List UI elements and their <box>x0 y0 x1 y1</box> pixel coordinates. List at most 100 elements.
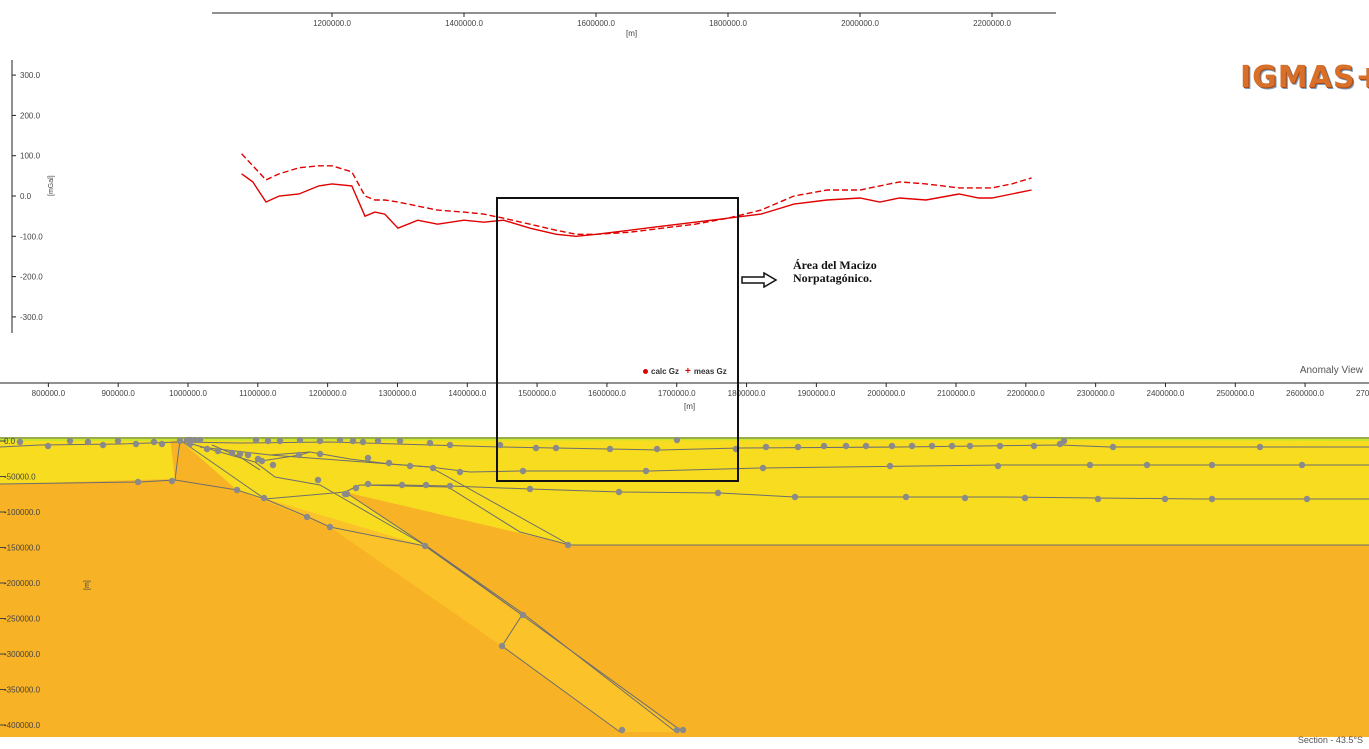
anomaly-y-tick-label: 200.0 <box>20 111 41 120</box>
model-node <box>374 437 382 445</box>
section-axis-tick-label: 900000.0 <box>101 389 135 398</box>
top-axis-unit: [m] <box>626 29 638 38</box>
model-node <box>228 449 236 457</box>
section-axis-tick-label: 2000000.0 <box>867 389 905 398</box>
model-node <box>673 437 681 444</box>
model-node <box>186 440 194 448</box>
anomaly-y-tick-label: -100.0 <box>20 232 43 241</box>
model-node <box>326 523 334 531</box>
model-node <box>519 467 527 475</box>
model-node <box>44 442 52 450</box>
model-node <box>303 513 311 521</box>
model-node <box>186 437 194 443</box>
top-axis-tick-label: 1400000.0 <box>445 19 483 28</box>
model-node <box>446 482 454 490</box>
section-axis-tick-label: 1200000.0 <box>309 389 347 398</box>
model-node <box>203 445 211 453</box>
model-node <box>422 481 430 489</box>
section-y-unit: [m] <box>84 580 91 590</box>
top-axis-tick-label: 2200000.0 <box>973 19 1011 28</box>
model-node <box>886 462 894 470</box>
model-node <box>16 438 24 446</box>
highlight-box <box>496 197 739 482</box>
model-node <box>552 444 560 452</box>
model-node <box>406 462 414 470</box>
section-model[interactable]: 0.0 -50000.0 -100000.0 -150000.0 -200000.0 -2… <box>0 437 1369 737</box>
section-y-tick-label: -150000.0 <box>4 544 41 553</box>
model-node <box>948 442 956 450</box>
section-axis-tick-label: 2500000.0 <box>1216 389 1254 398</box>
model-node <box>1256 443 1264 451</box>
legend-meas-label: meas Gz <box>693 367 727 376</box>
model-node <box>759 464 767 472</box>
horizon-line <box>179 439 677 733</box>
section-axis-tick-label: 800000.0 <box>32 389 66 398</box>
model-node <box>421 542 429 550</box>
model-node <box>842 442 850 450</box>
top-axis-tick-label: 1200000.0 <box>313 19 351 28</box>
model-node <box>1208 461 1216 469</box>
model-node <box>1143 461 1151 469</box>
top-axis-tick-label: 1800000.0 <box>709 19 747 28</box>
model-node <box>673 726 681 734</box>
legend-calc-label: calc Gz <box>651 367 680 376</box>
section-view-title: Section - 43.5°S <box>1297 735 1363 745</box>
model-node <box>258 457 266 465</box>
model-node <box>679 726 687 734</box>
model-node <box>994 462 1002 470</box>
model-node <box>396 437 404 445</box>
anomaly-legend: calc Gz + meas Gz <box>643 365 727 377</box>
model-node <box>1298 461 1306 469</box>
model-node <box>168 477 176 485</box>
model-node <box>794 443 802 451</box>
model-node <box>336 437 344 444</box>
section-axis-tick-label: 2100000.0 <box>937 389 975 398</box>
section-axis-tick-label: 1500000.0 <box>518 389 556 398</box>
section-y-tick-label: 0.0 <box>4 437 16 446</box>
top-axis-tick-label: 1600000.0 <box>577 19 615 28</box>
horizon-line <box>174 439 181 481</box>
model-node <box>446 441 454 449</box>
model-node <box>398 481 406 489</box>
meas-gz-line <box>241 153 1032 236</box>
model-node <box>114 437 122 445</box>
model-node <box>233 486 241 494</box>
model-node <box>276 437 284 445</box>
section-axis-tick-label: 2300000.0 <box>1077 389 1115 398</box>
anomaly-view-title: Anomaly View <box>1299 365 1363 376</box>
model-node <box>902 493 910 501</box>
anomaly-chart[interactable]: 300.0 200.0 100.0 0.0 -100.0 -200.0 -300.0 <box>0 55 1369 385</box>
model-node <box>244 451 252 459</box>
model-node <box>316 450 324 458</box>
model-node <box>820 442 828 450</box>
model-node <box>295 451 303 459</box>
calc-gz-line <box>241 173 1032 238</box>
model-node <box>316 437 324 445</box>
annotation-line1: Área del Macizo <box>793 258 877 272</box>
model-node <box>498 642 506 650</box>
plus-icon: + <box>685 365 691 377</box>
model-node <box>349 437 357 445</box>
anomaly-y-tick-label: -300.0 <box>20 313 43 322</box>
section-y-tick-label: -250000.0 <box>4 615 41 624</box>
model-node <box>456 468 464 476</box>
model-node <box>364 480 372 488</box>
anomaly-y-tick-label: -200.0 <box>20 273 43 282</box>
model-node <box>1060 437 1068 445</box>
model-node <box>1303 495 1311 503</box>
section-y-tick-label: -50000.0 <box>4 473 36 482</box>
arrow-right-icon <box>741 272 778 288</box>
model-node <box>714 489 722 497</box>
annotation-line2: Norpatagónico. <box>793 271 872 285</box>
model-node <box>134 478 142 486</box>
model-node <box>214 447 222 455</box>
section-axis-tick-label: 1800000.0 <box>728 389 766 398</box>
model-node <box>158 440 166 448</box>
model-node <box>519 611 527 619</box>
model-node <box>1161 495 1169 503</box>
section-y-tick-label: -300000.0 <box>4 650 41 659</box>
model-node <box>66 437 74 445</box>
model-node <box>341 490 349 498</box>
model-node <box>426 439 434 447</box>
section-axis-tick-label: 2700000.0 <box>1356 389 1369 398</box>
